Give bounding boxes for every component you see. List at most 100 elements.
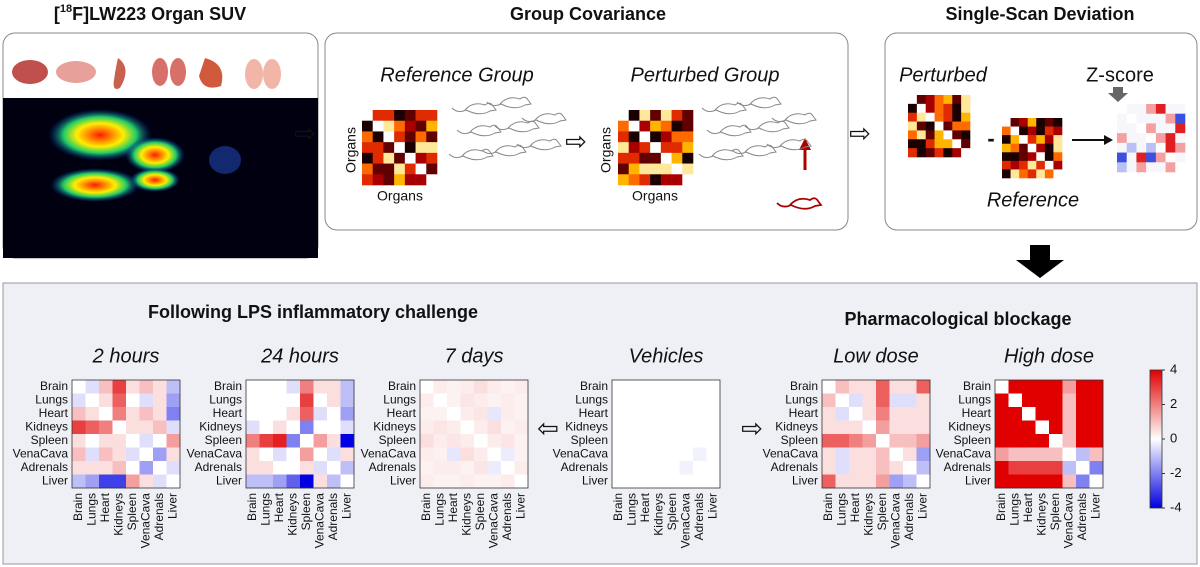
heatmap-cell — [139, 420, 154, 435]
heatmap-cell — [300, 461, 314, 475]
heatmap-cell — [1035, 380, 1050, 394]
heatmap-cell — [259, 474, 274, 489]
heatmap-cell — [995, 420, 1009, 435]
rat-body — [766, 138, 812, 151]
heatmap-cell — [420, 461, 434, 475]
heatmap-cell — [903, 474, 917, 489]
heatmap-cell — [460, 393, 475, 408]
illustration-cell — [1044, 135, 1054, 145]
down-arrow — [1108, 87, 1128, 102]
illustration-cell — [908, 112, 918, 122]
heatmap-cell — [112, 461, 127, 475]
illustration-cell — [952, 103, 962, 114]
heatmap-cell — [1089, 380, 1104, 394]
rat-icon — [744, 120, 790, 133]
heatmap-cell — [139, 474, 154, 489]
heatmap-cell — [876, 447, 890, 462]
row-label: VenaCava — [936, 446, 992, 460]
column-label: VenaCava — [888, 493, 902, 549]
heatmap-cell — [903, 393, 917, 408]
heatmap-cell — [460, 420, 475, 435]
illustration-cell — [1027, 160, 1037, 170]
heatmap-cell — [72, 434, 86, 448]
illustration-cell — [618, 110, 630, 122]
heatmap-cell — [474, 407, 488, 421]
heatmap-cell — [835, 380, 850, 394]
row-label: Brain — [790, 379, 818, 393]
heatmap-cell — [822, 461, 836, 475]
illustration-cell — [1053, 152, 1063, 162]
illustration-cell — [1010, 143, 1020, 153]
illustration-cell — [628, 120, 640, 132]
heatmap-cell — [612, 474, 626, 489]
heatmap-cell — [487, 474, 502, 489]
matrix-title: 24 hours — [260, 345, 339, 367]
rat-icon — [766, 138, 812, 151]
heatmap-cell — [139, 380, 154, 394]
illustration-cell — [618, 131, 630, 143]
heatmap-cell — [1035, 434, 1050, 448]
heatmap-cell — [420, 474, 434, 489]
illustration-cell — [1027, 143, 1037, 153]
illustration-cell — [682, 163, 694, 175]
heatmap-cell — [474, 434, 488, 448]
illustration-cell — [1117, 104, 1128, 115]
illustration-cell — [1053, 143, 1063, 153]
illustration-cell — [415, 142, 427, 154]
rat-body — [698, 148, 744, 161]
heatmap-cell — [99, 447, 113, 462]
heatmap-cell — [72, 393, 86, 408]
column-label: Kidneys — [861, 493, 875, 536]
illustration-cell — [1019, 126, 1029, 136]
heatmap-cell — [313, 407, 328, 421]
illustration-cell — [1027, 126, 1037, 136]
rat-body — [736, 96, 782, 109]
illustration-cell — [682, 120, 694, 132]
row-label: Spleen — [205, 433, 242, 447]
heatmap-cell — [166, 420, 181, 435]
heatmap-cell — [679, 474, 694, 489]
illustration-cell — [1136, 133, 1147, 144]
heatmap-cell — [903, 420, 917, 435]
illustration-cell — [650, 131, 662, 143]
illustration-cell — [1126, 162, 1137, 173]
heatmap-cell — [153, 420, 167, 435]
illustration-cell — [1010, 135, 1020, 145]
illustration-cell — [671, 120, 683, 132]
heatmap-cell — [153, 393, 167, 408]
heatmap-cell — [340, 393, 355, 408]
rat-icon — [701, 102, 747, 115]
illustration-cell — [925, 148, 935, 158]
illustration-cell — [1002, 152, 1011, 162]
heatmap-cell — [99, 434, 113, 448]
organ-icons — [12, 58, 281, 89]
column-label: Brain — [611, 493, 625, 521]
heatmap-cell — [514, 407, 529, 421]
panel-title: Single-Scan Deviation — [945, 4, 1134, 24]
column-label: Spleen — [1048, 493, 1062, 530]
heatmap-cell — [166, 407, 181, 421]
column-label: Liver — [513, 493, 527, 519]
row-label: Liver — [965, 473, 991, 487]
illustration-cell — [628, 163, 640, 175]
heatmap-cell — [340, 407, 355, 421]
heatmap-cell — [501, 434, 515, 448]
heatmap-cell — [313, 380, 328, 394]
heatmap-cell — [1076, 420, 1090, 435]
illustration-cell — [639, 110, 651, 122]
heatmap-cell — [706, 434, 721, 448]
illustration-cell — [1146, 162, 1157, 173]
rat-icon — [521, 112, 567, 125]
illustration-cell — [1165, 123, 1176, 134]
illustration-cell — [916, 139, 927, 149]
heatmap-cell — [246, 407, 260, 421]
row-label: Brain — [580, 379, 608, 393]
heatmap-cell — [822, 434, 836, 448]
heatmap-cell — [514, 380, 529, 394]
illustration-cell — [628, 152, 640, 164]
column-label: Heart — [98, 492, 112, 522]
illustration-cell — [943, 139, 953, 149]
illustration-cell — [1165, 113, 1176, 124]
illustration-cell — [671, 142, 683, 154]
column-label: Spleen — [875, 493, 889, 530]
